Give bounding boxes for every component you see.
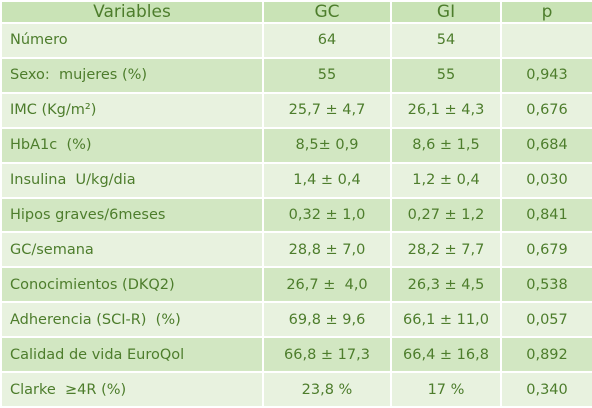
table-row: Insulina U/kg/dia 1,4 ± 0,4 1,2 ± 0,4 0,030 — [0, 161, 592, 199]
row-label: Conocimientos (DKQ2) — [0, 266, 264, 304]
cell: 17 % — [390, 371, 502, 408]
cell: 0,32 ± 1,0 — [262, 196, 392, 234]
row-label: GC/semana — [0, 231, 264, 269]
cell: 23,8 % — [262, 371, 392, 408]
row-label: Adherencia (SCI-R) (%) — [0, 301, 264, 339]
cell: 66,1 ± 11,0 — [390, 301, 502, 339]
row-label: Insulina U/kg/dia — [0, 161, 264, 199]
cell: 8,6 ± 1,5 — [390, 126, 502, 164]
cell: 0,27 ± 1,2 — [390, 196, 502, 234]
cell: 1,4 ± 0,4 — [262, 161, 392, 199]
header-cell: GC — [262, 0, 392, 24]
header-cell: p — [500, 0, 592, 24]
cell: 55 — [390, 56, 502, 94]
table-row: Clarke ≥4R (%) 23,8 % 17 % 0,340 — [0, 371, 592, 408]
row-label: Clarke ≥4R (%) — [0, 371, 264, 408]
cell: 0,841 — [500, 196, 592, 234]
cell: 0,538 — [500, 266, 592, 304]
cell: 0,676 — [500, 91, 592, 129]
row-label: Hipos graves/6meses — [0, 196, 264, 234]
cell: 26,1 ± 4,3 — [390, 91, 502, 129]
header-row: Variables GC GI p — [0, 0, 592, 24]
cell: 1,2 ± 0,4 — [390, 161, 502, 199]
cell: 26,7 ± 4,0 — [262, 266, 392, 304]
cell: 8,5± 0,9 — [262, 126, 392, 164]
row-label: HbA1c (%) — [0, 126, 264, 164]
cell: 25,7 ± 4,7 — [262, 91, 392, 129]
cell: 55 — [262, 56, 392, 94]
cell: 54 — [390, 22, 502, 59]
table-row: Adherencia (SCI-R) (%) 69,8 ± 9,6 66,1 ± 1… — [0, 301, 592, 339]
cell: 28,8 ± 7,0 — [262, 231, 392, 269]
table-row: Sexo: mujeres (%) 55 55 0,943 — [0, 56, 592, 94]
table-row: IMC (Kg/m²) 25,7 ± 4,7 26,1 ± 4,3 0,676 — [0, 91, 592, 129]
row-label: Sexo: mujeres (%) — [0, 56, 264, 94]
cell: 0,340 — [500, 371, 592, 408]
row-label: Calidad de vida EuroQol — [0, 336, 264, 374]
table-row: Conocimientos (DKQ2) 26,7 ± 4,0 26,3 ± 4,5… — [0, 266, 592, 304]
cell: 64 — [262, 22, 392, 59]
header-cell: GI — [390, 0, 502, 24]
cell: 0,892 — [500, 336, 592, 374]
cell — [500, 22, 592, 59]
table-row: GC/semana 28,8 ± 7,0 28,2 ± 7,7 0,679 — [0, 231, 592, 269]
cell: 0,030 — [500, 161, 592, 199]
table-row: Número 64 54 — [0, 22, 592, 59]
cell: 28,2 ± 7,7 — [390, 231, 502, 269]
table-row: HbA1c (%) 8,5± 0,9 8,6 ± 1,5 0,684 — [0, 126, 592, 164]
cell: 26,3 ± 4,5 — [390, 266, 502, 304]
row-label: Número — [0, 22, 264, 59]
header-cell: Variables — [0, 0, 264, 24]
cell: 69,8 ± 9,6 — [262, 301, 392, 339]
cell: 0,679 — [500, 231, 592, 269]
cell: 0,943 — [500, 56, 592, 94]
row-label: IMC (Kg/m²) — [0, 91, 264, 129]
cell: 66,8 ± 17,3 — [262, 336, 392, 374]
cell: 66,4 ± 16,8 — [390, 336, 502, 374]
table-row: Hipos graves/6meses 0,32 ± 1,0 0,27 ± 1,2 0… — [0, 196, 592, 234]
cell: 0,684 — [500, 126, 592, 164]
table-row: Calidad de vida EuroQol 66,8 ± 17,3 66,4 ±… — [0, 336, 592, 374]
cell: 0,057 — [500, 301, 592, 339]
